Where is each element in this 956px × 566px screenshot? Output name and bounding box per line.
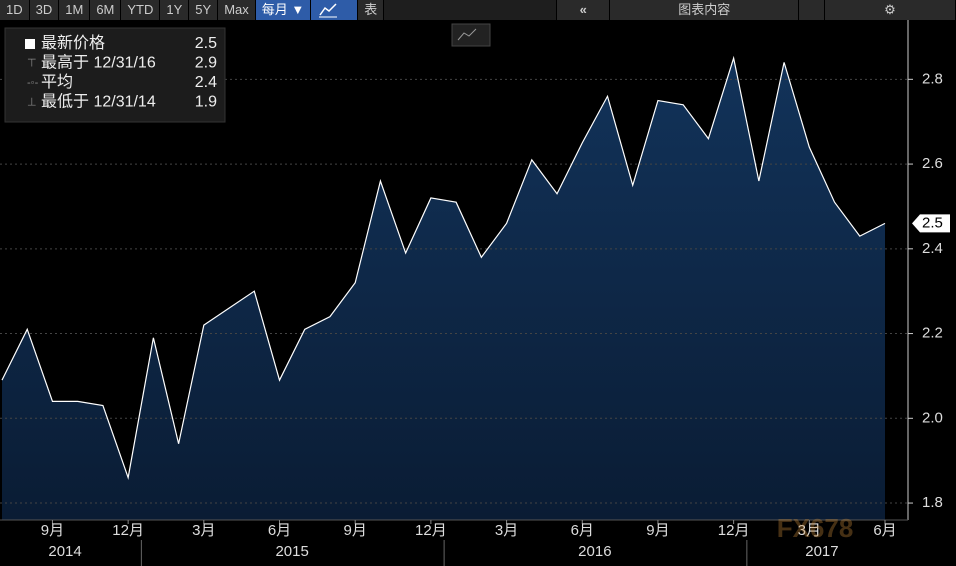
- collapse-button[interactable]: «: [557, 0, 611, 20]
- range-button[interactable]: 5Y: [189, 0, 219, 20]
- x-tick-label: 9月: [344, 522, 367, 539]
- legend-value: 2.5: [195, 35, 217, 52]
- chart: 1.8 2.0 2.2 2.4 2.6 2.8 2.5 9月 12月 3月 6月 9月 12月 3月 6月 9…: [0, 20, 950, 566]
- legend-value: 2.4: [195, 74, 217, 91]
- legend-icon: -◦-: [27, 77, 39, 89]
- legend: 最新价格 2.5 ⊤ 最高于 12/31/16 2.9 -◦- 平均 2.4 ⊥ 最低于 12/3…: [4, 27, 226, 123]
- x-tick-label: 3月: [495, 522, 518, 539]
- last-value-tag: [912, 214, 950, 233]
- x-tick-label: 3月: [798, 522, 821, 539]
- y-tick-label: 2.2: [922, 325, 943, 342]
- legend-value: 2.9: [195, 55, 217, 72]
- chart-type-selector: [451, 23, 491, 47]
- x-tick-label: 12月: [415, 522, 447, 539]
- year-label: 2014: [48, 543, 81, 560]
- x-tick-label: 12月: [112, 522, 144, 539]
- legend-name: 最低于 12/31/14: [41, 93, 156, 111]
- x-tick-label: 3月: [192, 522, 215, 539]
- last-value-label: 2.5: [922, 214, 943, 231]
- period-button[interactable]: 每月 ▼: [255, 0, 312, 20]
- legend-box: [4, 27, 226, 123]
- y-tick-label: 2.8: [922, 70, 943, 87]
- legend-icon: ⊤: [27, 57, 37, 69]
- x-tick-label: 9月: [41, 522, 64, 539]
- range-button[interactable]: 1Y: [160, 0, 190, 20]
- y-tick-label: 2.4: [922, 240, 943, 257]
- spacer[interactable]: [384, 0, 558, 20]
- x-tick-label: 6月: [571, 522, 594, 539]
- line: [1, 55, 886, 480]
- year-label: 2016: [578, 543, 611, 560]
- range-button[interactable]: 1M: [59, 0, 91, 20]
- y-tick-label: 1.8: [922, 494, 943, 511]
- table-button[interactable]: 表: [358, 0, 385, 20]
- legend-name: 最新价格: [41, 34, 105, 52]
- range-button[interactable]: 3D: [29, 0, 60, 20]
- year-label: 2015: [275, 543, 308, 560]
- range-button[interactable]: Max: [218, 0, 256, 20]
- line-chart-button[interactable]: [311, 0, 359, 20]
- contents-button[interactable]: 图表内容: [610, 0, 800, 20]
- toolbar: 1D 3D 1M 6M YTD 1Y 5Y Max 每月 ▼ 表 «图表内容 ⚙: [0, 0, 956, 20]
- legend-swatch: [25, 39, 35, 49]
- range-button[interactable]: 1D: [0, 0, 30, 20]
- watermark: FX678: [777, 513, 854, 543]
- year-label: 2017: [805, 543, 838, 560]
- x-tick-label: 6月: [268, 522, 291, 539]
- range-button[interactable]: YTD: [121, 0, 161, 20]
- x-tick-label: 6月: [873, 522, 896, 539]
- chart-type-icon: [457, 28, 477, 41]
- legend-icon: ⊥: [27, 96, 37, 108]
- legend-value: 1.9: [195, 94, 217, 111]
- spacer[interactable]: [799, 0, 825, 20]
- x-tick-label: 12月: [718, 522, 750, 539]
- y-tick-label: 2.0: [922, 409, 943, 426]
- area-fill: [2, 58, 885, 521]
- y-tick-label: 2.6: [922, 155, 943, 172]
- settings-button[interactable]: ⚙: [825, 0, 956, 20]
- legend-name: 平均: [41, 73, 73, 91]
- range-button[interactable]: 6M: [90, 0, 122, 20]
- x-tick-label: 9月: [646, 522, 669, 539]
- legend-name: 最高于 12/31/16: [41, 54, 156, 72]
